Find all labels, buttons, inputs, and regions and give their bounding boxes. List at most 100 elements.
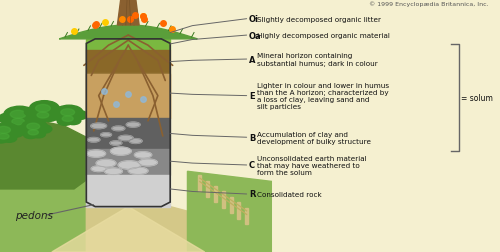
Circle shape [37, 113, 49, 119]
Circle shape [20, 113, 41, 123]
Ellipse shape [129, 139, 142, 144]
Ellipse shape [87, 150, 106, 158]
Circle shape [22, 120, 48, 133]
Text: R: R [249, 190, 256, 199]
Circle shape [32, 131, 46, 138]
Polygon shape [214, 186, 217, 203]
Text: Lighter in colour and lower in humus
than the A horizon; characterized by
a loss: Lighter in colour and lower in humus tha… [256, 82, 388, 110]
Circle shape [24, 132, 38, 139]
Text: C: C [249, 161, 255, 170]
Circle shape [28, 130, 38, 135]
Polygon shape [188, 172, 272, 252]
Circle shape [8, 116, 31, 128]
Text: A: A [249, 55, 256, 64]
Circle shape [66, 117, 81, 125]
Circle shape [0, 127, 10, 134]
Ellipse shape [110, 147, 131, 155]
Circle shape [40, 114, 57, 122]
Circle shape [4, 107, 36, 123]
Ellipse shape [134, 152, 152, 159]
Bar [86, 75, 170, 119]
Text: Oi: Oi [249, 15, 259, 24]
Circle shape [34, 110, 55, 121]
Circle shape [24, 108, 44, 117]
Bar [86, 119, 170, 149]
Bar [86, 149, 170, 175]
Polygon shape [245, 208, 248, 224]
Ellipse shape [96, 160, 116, 167]
Polygon shape [40, 109, 48, 118]
Circle shape [0, 123, 18, 137]
Circle shape [0, 134, 9, 140]
Text: Accumulation of clay and
development of bulky structure: Accumulation of clay and development of … [256, 131, 370, 144]
Ellipse shape [128, 168, 148, 175]
Circle shape [26, 128, 44, 137]
Circle shape [0, 132, 14, 142]
Ellipse shape [118, 161, 141, 170]
Polygon shape [0, 121, 108, 189]
Circle shape [58, 118, 72, 126]
Circle shape [30, 101, 59, 116]
Circle shape [0, 136, 8, 143]
Ellipse shape [104, 168, 122, 175]
Polygon shape [198, 175, 202, 192]
Polygon shape [238, 203, 240, 219]
Text: = solum: = solum [461, 94, 493, 103]
Ellipse shape [100, 133, 112, 137]
Circle shape [2, 135, 16, 143]
Text: © 1999 Encyclopædia Britannica, Inc.: © 1999 Encyclopædia Britannica, Inc. [369, 2, 488, 7]
Circle shape [6, 121, 24, 130]
Circle shape [36, 105, 51, 113]
Circle shape [27, 124, 40, 130]
Circle shape [70, 111, 87, 120]
Ellipse shape [126, 123, 140, 128]
Ellipse shape [138, 160, 158, 166]
Circle shape [60, 114, 78, 124]
Polygon shape [206, 181, 209, 197]
Circle shape [61, 109, 74, 116]
Circle shape [62, 116, 73, 122]
Polygon shape [52, 207, 204, 252]
Circle shape [50, 112, 68, 121]
Circle shape [32, 114, 48, 123]
Polygon shape [66, 113, 72, 121]
Circle shape [12, 119, 24, 125]
Bar [86, 175, 170, 207]
Circle shape [35, 125, 52, 134]
Circle shape [45, 107, 64, 117]
Circle shape [0, 129, 4, 139]
Polygon shape [230, 197, 232, 213]
Polygon shape [2, 130, 8, 139]
Text: Highly decomposed organic material: Highly decomposed organic material [256, 33, 390, 39]
Circle shape [56, 106, 83, 120]
Text: B: B [249, 133, 256, 142]
Text: Oa: Oa [249, 32, 262, 40]
Text: pedons: pedons [15, 211, 53, 220]
Bar [86, 40, 170, 51]
Text: E: E [249, 92, 254, 101]
Ellipse shape [112, 127, 125, 131]
Circle shape [10, 111, 26, 119]
Ellipse shape [88, 138, 100, 142]
Text: Slightly decomposed organic litter: Slightly decomposed organic litter [256, 17, 380, 23]
Polygon shape [222, 192, 224, 208]
Bar [86, 74, 170, 75]
Ellipse shape [118, 136, 133, 141]
Ellipse shape [110, 141, 122, 146]
Ellipse shape [92, 166, 106, 172]
Circle shape [17, 126, 34, 134]
Circle shape [16, 120, 33, 129]
Polygon shape [59, 26, 198, 40]
Polygon shape [118, 1, 139, 26]
Polygon shape [86, 207, 272, 252]
Circle shape [6, 129, 24, 138]
Circle shape [0, 114, 19, 124]
Bar [86, 75, 170, 119]
Polygon shape [0, 139, 108, 252]
Polygon shape [16, 115, 24, 124]
Text: Mineral horizon containing
substantial humus; dark in colour: Mineral horizon containing substantial h… [256, 53, 378, 67]
Text: Consolidated rock: Consolidated rock [256, 191, 322, 197]
Text: Unconsolidated earth material
that may have weathered to
form the solum: Unconsolidated earth material that may h… [256, 155, 366, 176]
Bar [86, 51, 170, 74]
Ellipse shape [91, 124, 106, 129]
